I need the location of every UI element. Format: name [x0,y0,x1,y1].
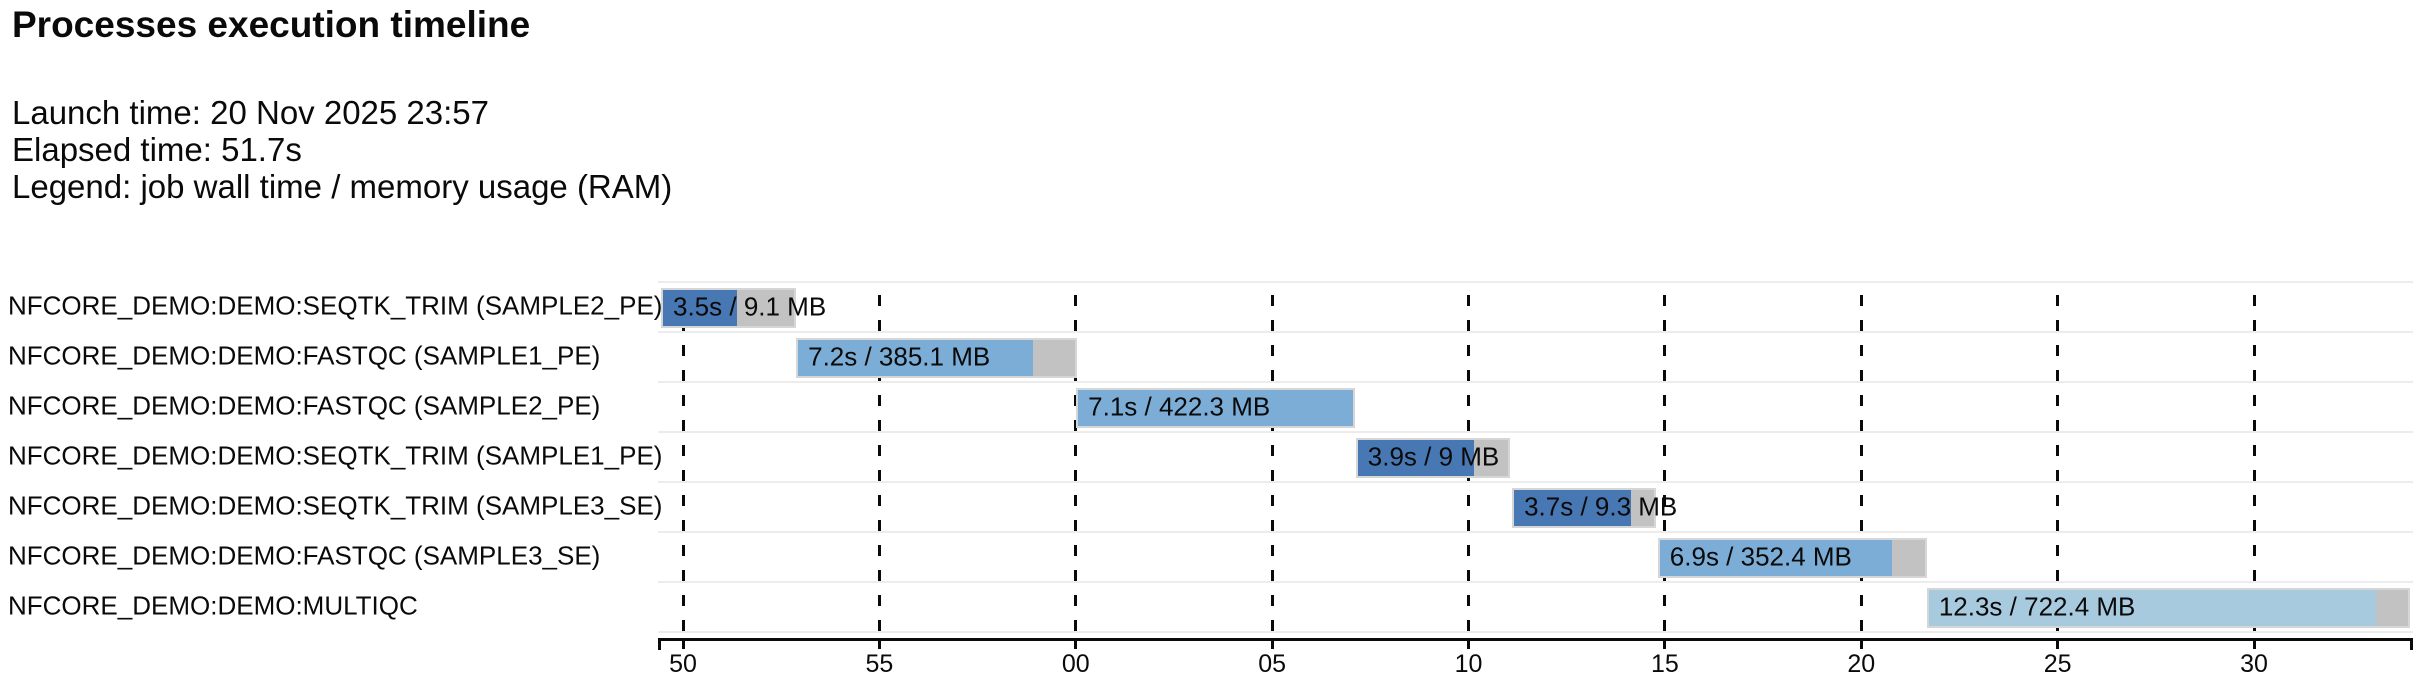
axis-tick-label: 00 [1061,650,1090,678]
axis-tick-label: 20 [1847,650,1876,678]
task-label: 3.9s / 9 MB [1367,441,1500,472]
report-meta: Launch time: 20 Nov 2025 23:57 Elapsed t… [12,94,672,205]
process-label: NFCORE_DEMO:DEMO:FASTQC (SAMPLE2_PE) [8,390,601,421]
task-wall-time-segment [798,340,1033,376]
axis-tick-label: 30 [2240,650,2268,678]
task-wall-time-segment [1514,490,1632,526]
task-label: 3.7s / 9.3 MB [1524,491,1678,522]
task-overhead-segment [2376,590,2409,626]
x-axis-end-cap [658,638,661,650]
axis-tick [1859,638,1863,649]
row-separator [658,531,2413,533]
task-label: 6.9s / 352.4 MB [1669,541,1852,572]
task-wall-time-segment [1078,390,1353,426]
gridline [1270,281,1274,638]
axis-tick [681,638,685,649]
task-wall-time-segment [1357,440,1474,476]
task-bar [661,288,797,328]
gridline [1859,281,1863,638]
x-axis-end-cap [2410,638,2413,650]
task-overhead-segment [1473,440,1508,476]
gridline [2056,281,2060,638]
row-separator [658,581,2413,583]
task-overhead-segment [737,290,795,326]
task-bar [796,338,1077,378]
row-separator [658,481,2413,483]
task-overhead-segment [1891,540,1925,576]
gridline [2252,281,2256,638]
row-separator [658,431,2413,433]
task-overhead-segment [1631,490,1654,526]
process-label: NFCORE_DEMO:DEMO:FASTQC (SAMPLE1_PE) [8,340,601,371]
axis-tick [877,638,881,649]
gridline [1663,281,1667,638]
process-label: NFCORE_DEMO:DEMO:SEQTK_TRIM (SAMPLE3_SE) [8,490,663,521]
task-bar [1926,588,2411,628]
gridline [681,281,685,638]
axis-tick-label: 05 [1258,650,1287,678]
axis-tick-label: 50 [669,650,697,678]
task-bar [1657,538,1927,578]
task-wall-time-segment [663,290,738,326]
gridline [1074,281,1078,638]
axis-tick-label: 55 [865,650,894,678]
gridline [877,281,881,638]
axis-tick-label: 10 [1454,650,1483,678]
process-label: NFCORE_DEMO:DEMO:MULTIQC [8,590,418,621]
task-bar [1076,388,1355,428]
task-label: 7.1s / 422.3 MB [1088,391,1271,422]
axis-tick [2056,638,2060,649]
axis-tick [1270,638,1274,649]
launch-time-text: Launch time: 20 Nov 2025 23:57 [12,94,490,131]
task-label: 12.3s / 722.4 MB [1938,591,2136,622]
task-wall-time-segment [1659,540,1892,576]
axis-tick-label: 15 [1650,650,1679,678]
process-label: NFCORE_DEMO:DEMO:SEQTK_TRIM (SAMPLE1_PE) [8,440,663,471]
axis-tick [2252,638,2256,649]
task-wall-time-segment [1928,590,2377,626]
task-bar [1512,488,1656,528]
page-title: Processes execution timeline [12,4,531,45]
row-separator [658,331,2413,333]
axis-tick [1467,638,1470,649]
row-separator [658,631,2413,633]
axis-tick [1074,638,1078,649]
axis-tick [1663,638,1667,649]
row-separator [658,281,2413,283]
task-label: 3.5s / 9.1 MB [673,291,827,322]
task-overhead-segment [1032,340,1075,376]
axis-tick-label: 25 [2043,650,2072,678]
row-separator [658,381,2413,383]
legend-text: Legend: job wall time / memory usage (RA… [12,168,673,205]
process-label: NFCORE_DEMO:DEMO:FASTQC (SAMPLE3_SE) [8,540,601,571]
x-axis-line [658,638,2413,641]
task-label: 7.2s / 385.1 MB [808,341,991,372]
elapsed-time-text: Elapsed time: 51.7s [12,131,302,168]
task-bar [1355,438,1510,478]
process-label: NFCORE_DEMO:DEMO:SEQTK_TRIM (SAMPLE2_PE) [8,290,663,321]
